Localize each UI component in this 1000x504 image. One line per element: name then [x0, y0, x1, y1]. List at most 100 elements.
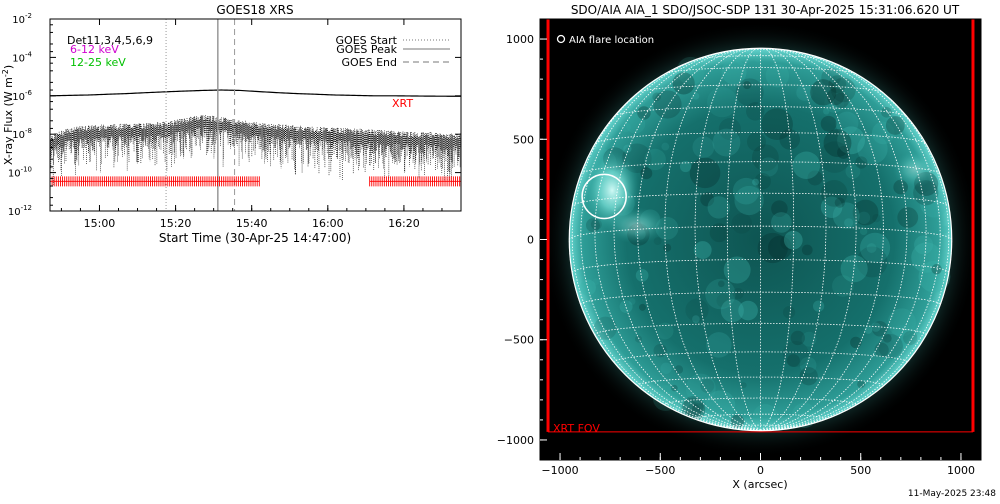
aia-x-tick-label: 1000 [947, 464, 975, 477]
solar-texture-patch [674, 365, 684, 374]
solar-texture-patch [826, 88, 845, 106]
goes-y-tick-label: 10-2 [12, 12, 32, 26]
solar-texture-patch [807, 170, 823, 186]
aia-x-tick-label: 500 [850, 464, 871, 477]
grid-line [760, 49, 927, 431]
aia-solar-image [542, 21, 979, 458]
solar-texture-patch [758, 157, 779, 177]
solar-texture-patch [730, 414, 745, 428]
legend-12-25-kev: 12-25 keV [70, 56, 126, 69]
grid-line [760, 49, 908, 431]
solar-texture-patch [721, 59, 747, 85]
aia-y-tick-label: 500 [513, 133, 534, 146]
solar-texture-patch [717, 280, 725, 288]
solar-texture-patch [620, 122, 631, 133]
solar-texture-patch [723, 256, 751, 284]
aia-y-tick-label: 0 [527, 234, 534, 247]
goes-x-tick-label: 15:20 [160, 217, 192, 230]
solar-texture-patch [734, 185, 764, 216]
solar-texture-patch [671, 384, 678, 392]
solar-texture-patch [672, 72, 695, 95]
goes-legend-energy: Det11,3,4,5,6,9 6-12 keV 12-25 keV [67, 34, 153, 69]
solar-texture-patch [705, 390, 736, 420]
solar-texture-patch [786, 354, 800, 368]
grid-line [760, 48, 857, 431]
solar-texture-patch [914, 235, 934, 255]
legend-goes-end: GOES End [341, 56, 397, 69]
solar-texture-patch [712, 128, 741, 157]
solar-texture-patch [820, 196, 843, 219]
goes-x-tick-label: 16:00 [312, 217, 344, 230]
solar-texture-patch [592, 278, 600, 286]
grid-line [595, 132, 926, 144]
solar-texture-patch [872, 320, 888, 337]
solar-texture-patch [824, 92, 845, 113]
aia-x-tick-label: 0 [757, 464, 764, 477]
solar-texture-patch [859, 227, 868, 236]
solar-texture-patch [635, 269, 649, 282]
solar-texture-patch [818, 141, 851, 173]
solar-texture-patch [780, 234, 796, 251]
xrt-fov-box [546, 19, 975, 433]
goes-series-low-energy [50, 89, 461, 97]
solar-texture-patch [625, 114, 646, 134]
solar-texture-patch [752, 178, 759, 186]
solar-texture-patch [761, 108, 793, 140]
solar-texture-patch [720, 299, 744, 323]
solar-texture-patch [640, 167, 653, 180]
solar-texture-patch [918, 260, 951, 293]
xrt-coverage-marks [49, 176, 461, 187]
solar-texture-patch [864, 326, 873, 334]
solar-texture-patch [835, 111, 859, 135]
goes-y-tick-label: 10-10 [8, 166, 32, 180]
solar-texture-patch [700, 378, 715, 393]
solar-texture-patch [832, 202, 860, 230]
grid-line [760, 61, 950, 431]
solar-texture-patch [746, 132, 767, 152]
solar-texture-patch [820, 115, 837, 132]
grid-line [726, 424, 795, 429]
grid-line [760, 48, 884, 431]
goes-x-tick-label: 15:40 [236, 217, 268, 230]
solar-texture-patch [653, 237, 662, 246]
goes-axes: 15:00 15:20 15:40 16:00 16:20 10-12 10-10 10-8 1… [8, 12, 462, 230]
solar-texture-patch [619, 300, 633, 314]
solar-texture-patch [920, 189, 949, 218]
solar-limb [568, 47, 953, 432]
active-region-glow [892, 151, 937, 188]
solar-texture-patch [801, 244, 813, 256]
goes-x-tick-label: 16:20 [388, 217, 420, 230]
solar-texture-patch [891, 324, 914, 348]
solar-texture-patch [637, 106, 651, 120]
grid-line [571, 61, 761, 431]
legend-goes-start: GOES Start [336, 34, 398, 47]
grid-line [568, 225, 953, 240]
solar-texture-patch [833, 92, 850, 109]
goes-y-tick-label: 10-4 [12, 50, 32, 64]
solar-texture-patch [790, 330, 805, 346]
solar-texture-patch [931, 264, 942, 275]
grid-line [580, 161, 941, 175]
goes-legend-events: GOES Start GOES Peak GOES End [336, 34, 450, 69]
aia-x-tick-label: −500 [645, 464, 675, 477]
grid-line [664, 48, 761, 431]
solar-disk [569, 48, 952, 431]
solar-texture-patch [735, 78, 764, 107]
goes-series-high-energy [50, 115, 461, 185]
solar-texture-patch [765, 63, 790, 88]
solar-texture-patch [857, 211, 871, 225]
solar-texture-patch [746, 102, 765, 121]
grid-line [614, 106, 907, 117]
solar-texture-patch [823, 129, 852, 158]
solar-texture-patch [709, 223, 729, 243]
solar-texture-patch [812, 300, 825, 312]
solar-texture-patch [872, 214, 881, 223]
legend-6-12-kev: 6-12 keV [70, 43, 119, 56]
solar-texture-patch [707, 196, 730, 219]
solar-texture-patch [663, 243, 672, 252]
goes-y-tick-label: 10-12 [8, 204, 32, 218]
solar-texture-patch [897, 207, 919, 228]
goes-x-axis-label: Start Time (30-Apr-25 14:47:00) [159, 231, 351, 245]
solar-texture-patch [692, 315, 700, 324]
